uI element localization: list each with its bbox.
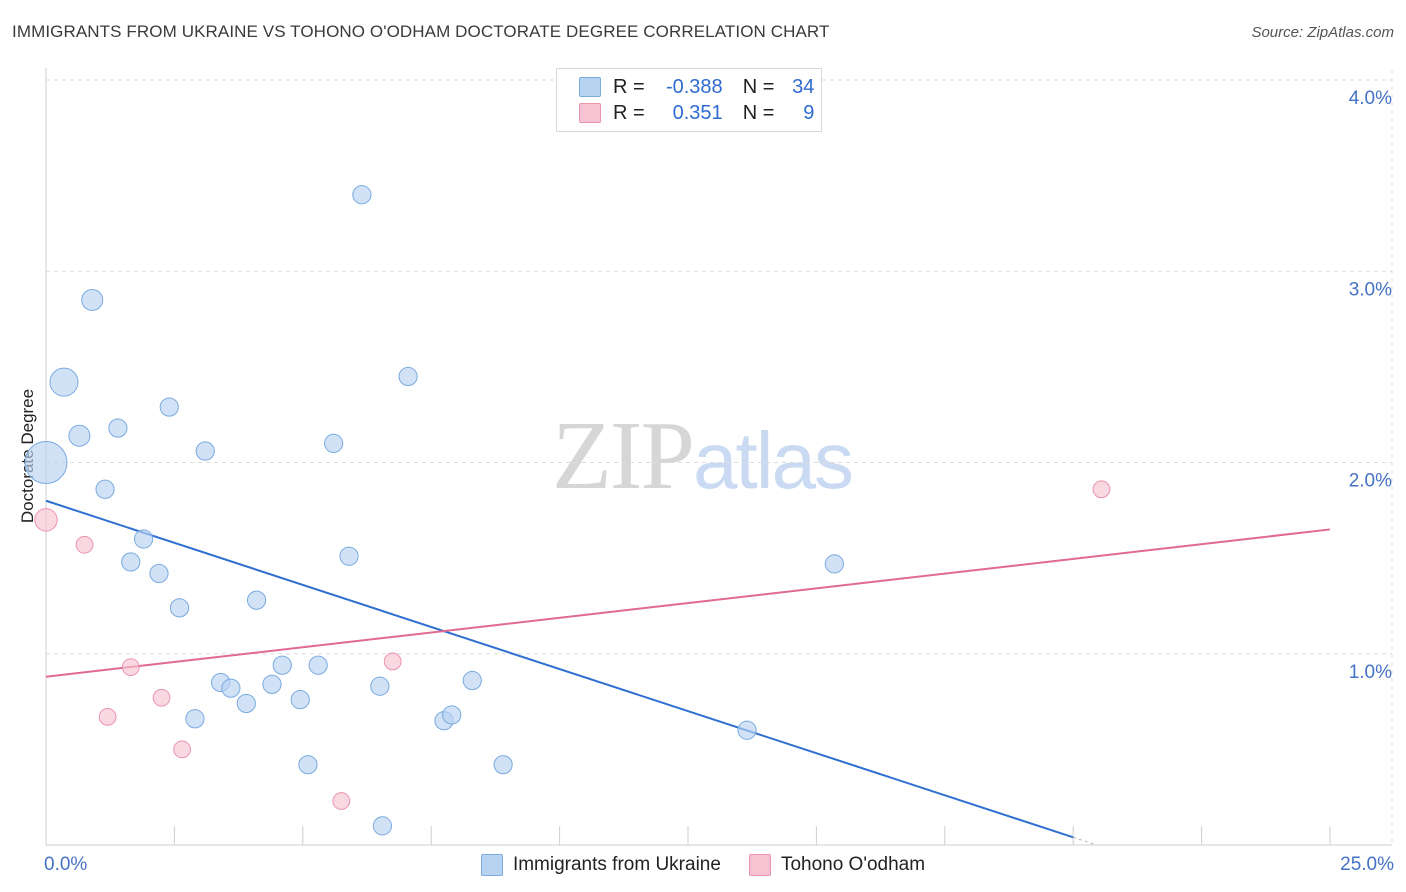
watermark-zip: ZIP	[552, 402, 695, 510]
points-layer	[24, 185, 1111, 836]
ukraine-point	[133, 529, 154, 549]
legend-r-value: 0.351	[672, 101, 723, 124]
ukraine-point	[272, 655, 292, 675]
ukraine-point	[221, 678, 241, 698]
ukraine-point	[81, 288, 104, 311]
ukraine-point	[149, 563, 169, 584]
tick-labels-layer: 1.0% 2.0% 3.0% 4.0% 0.0% 25.0%	[44, 88, 1394, 875]
tohono-point	[34, 508, 58, 532]
ukraine-point	[298, 755, 318, 775]
x-tick-label: 25.0%	[1340, 854, 1394, 875]
ukraine-point	[68, 424, 91, 447]
ukraine-point	[372, 816, 393, 836]
trend-extension	[1073, 836, 1094, 845]
ukraine-point	[339, 546, 359, 566]
ukraine-point	[737, 720, 757, 740]
ukraine-point	[370, 676, 390, 696]
ukraine-point	[262, 674, 282, 694]
ukraine-point	[236, 693, 256, 714]
legend-swatch-tohono	[748, 854, 771, 876]
legend-swatch-tohono	[579, 103, 601, 123]
y-tick-label: 1.0%	[1349, 662, 1392, 683]
legend-r-label: R =	[613, 75, 645, 98]
tohono-point	[173, 740, 192, 759]
tohono-point	[98, 707, 117, 726]
ukraine-point	[195, 441, 215, 461]
legend-row-ukraine: R = -0.388 N = 34	[579, 75, 814, 99]
ukraine-point	[169, 598, 190, 618]
trend-layer	[45, 499, 1331, 845]
legend-row-tohono: R = 0.351 N = 9	[579, 101, 814, 125]
legend-n-label: N =	[742, 75, 775, 98]
ukraine-point	[308, 655, 328, 675]
trend-line-tohono	[45, 528, 1331, 678]
tohono-point	[332, 792, 351, 810]
ukraine-point	[324, 433, 344, 453]
x-tick-label: 0.0%	[44, 854, 87, 875]
correlation-legend: R = -0.388 N = 34 R = 0.351 N = 9	[556, 68, 822, 132]
ukraine-point	[442, 705, 462, 725]
ukraine-point	[159, 397, 179, 417]
ukraine-point	[185, 709, 205, 729]
tohono-point	[152, 688, 171, 707]
legend-label-ukraine: Immigrants from Ukraine	[512, 854, 721, 875]
zipatlas-watermark: ZIPatlas	[552, 398, 854, 512]
grid-layer	[46, 70, 1393, 845]
chart-title: IMMIGRANTS FROM UKRAINE VS TOHONO O'ODHA…	[12, 22, 830, 41]
ukraine-point	[24, 441, 68, 484]
ukraine-point	[246, 590, 267, 610]
legend-n-value: 34	[792, 75, 815, 98]
watermark-atlas: atlas	[693, 416, 854, 505]
legend-item-ukraine[interactable]: Immigrants from Ukraine	[480, 854, 721, 876]
axis-layer	[45, 68, 1392, 846]
ukraine-point	[108, 418, 128, 438]
legend-r-value: -0.388	[665, 75, 723, 98]
ukraine-point	[49, 367, 79, 397]
ukraine-point	[95, 479, 115, 499]
ukraine-point	[121, 552, 141, 572]
y-tick-label: 2.0%	[1349, 471, 1392, 492]
y-tick-label: 4.0%	[1349, 88, 1392, 109]
legend-n-label: N =	[742, 101, 775, 124]
legend-n-value: 9	[803, 101, 815, 124]
legend-swatch-ukraine	[480, 854, 503, 876]
legend-item-tohono[interactable]: Tohono O'odham	[748, 854, 926, 876]
tohono-point	[121, 658, 140, 677]
trend-line-ukraine	[45, 499, 1074, 839]
legend-swatch-ukraine	[579, 77, 601, 97]
ukraine-point	[290, 690, 310, 710]
tohono-point	[1092, 480, 1111, 499]
legend-r-label: R =	[613, 101, 645, 124]
ukraine-point	[398, 366, 418, 387]
y-tick-label: 3.0%	[1349, 279, 1392, 300]
legend-label-tohono: Tohono O'odham	[780, 854, 926, 875]
ukraine-point	[493, 755, 513, 775]
tohono-point	[383, 652, 402, 671]
source-label: Source: ZipAtlas.com	[1251, 24, 1394, 41]
ukraine-point	[352, 185, 372, 205]
ukraine-point	[824, 554, 844, 574]
series-legend: Immigrants from Ukraine Tohono O'odham	[0, 852, 1406, 878]
tohono-point	[75, 535, 94, 554]
ukraine-point	[462, 670, 482, 691]
